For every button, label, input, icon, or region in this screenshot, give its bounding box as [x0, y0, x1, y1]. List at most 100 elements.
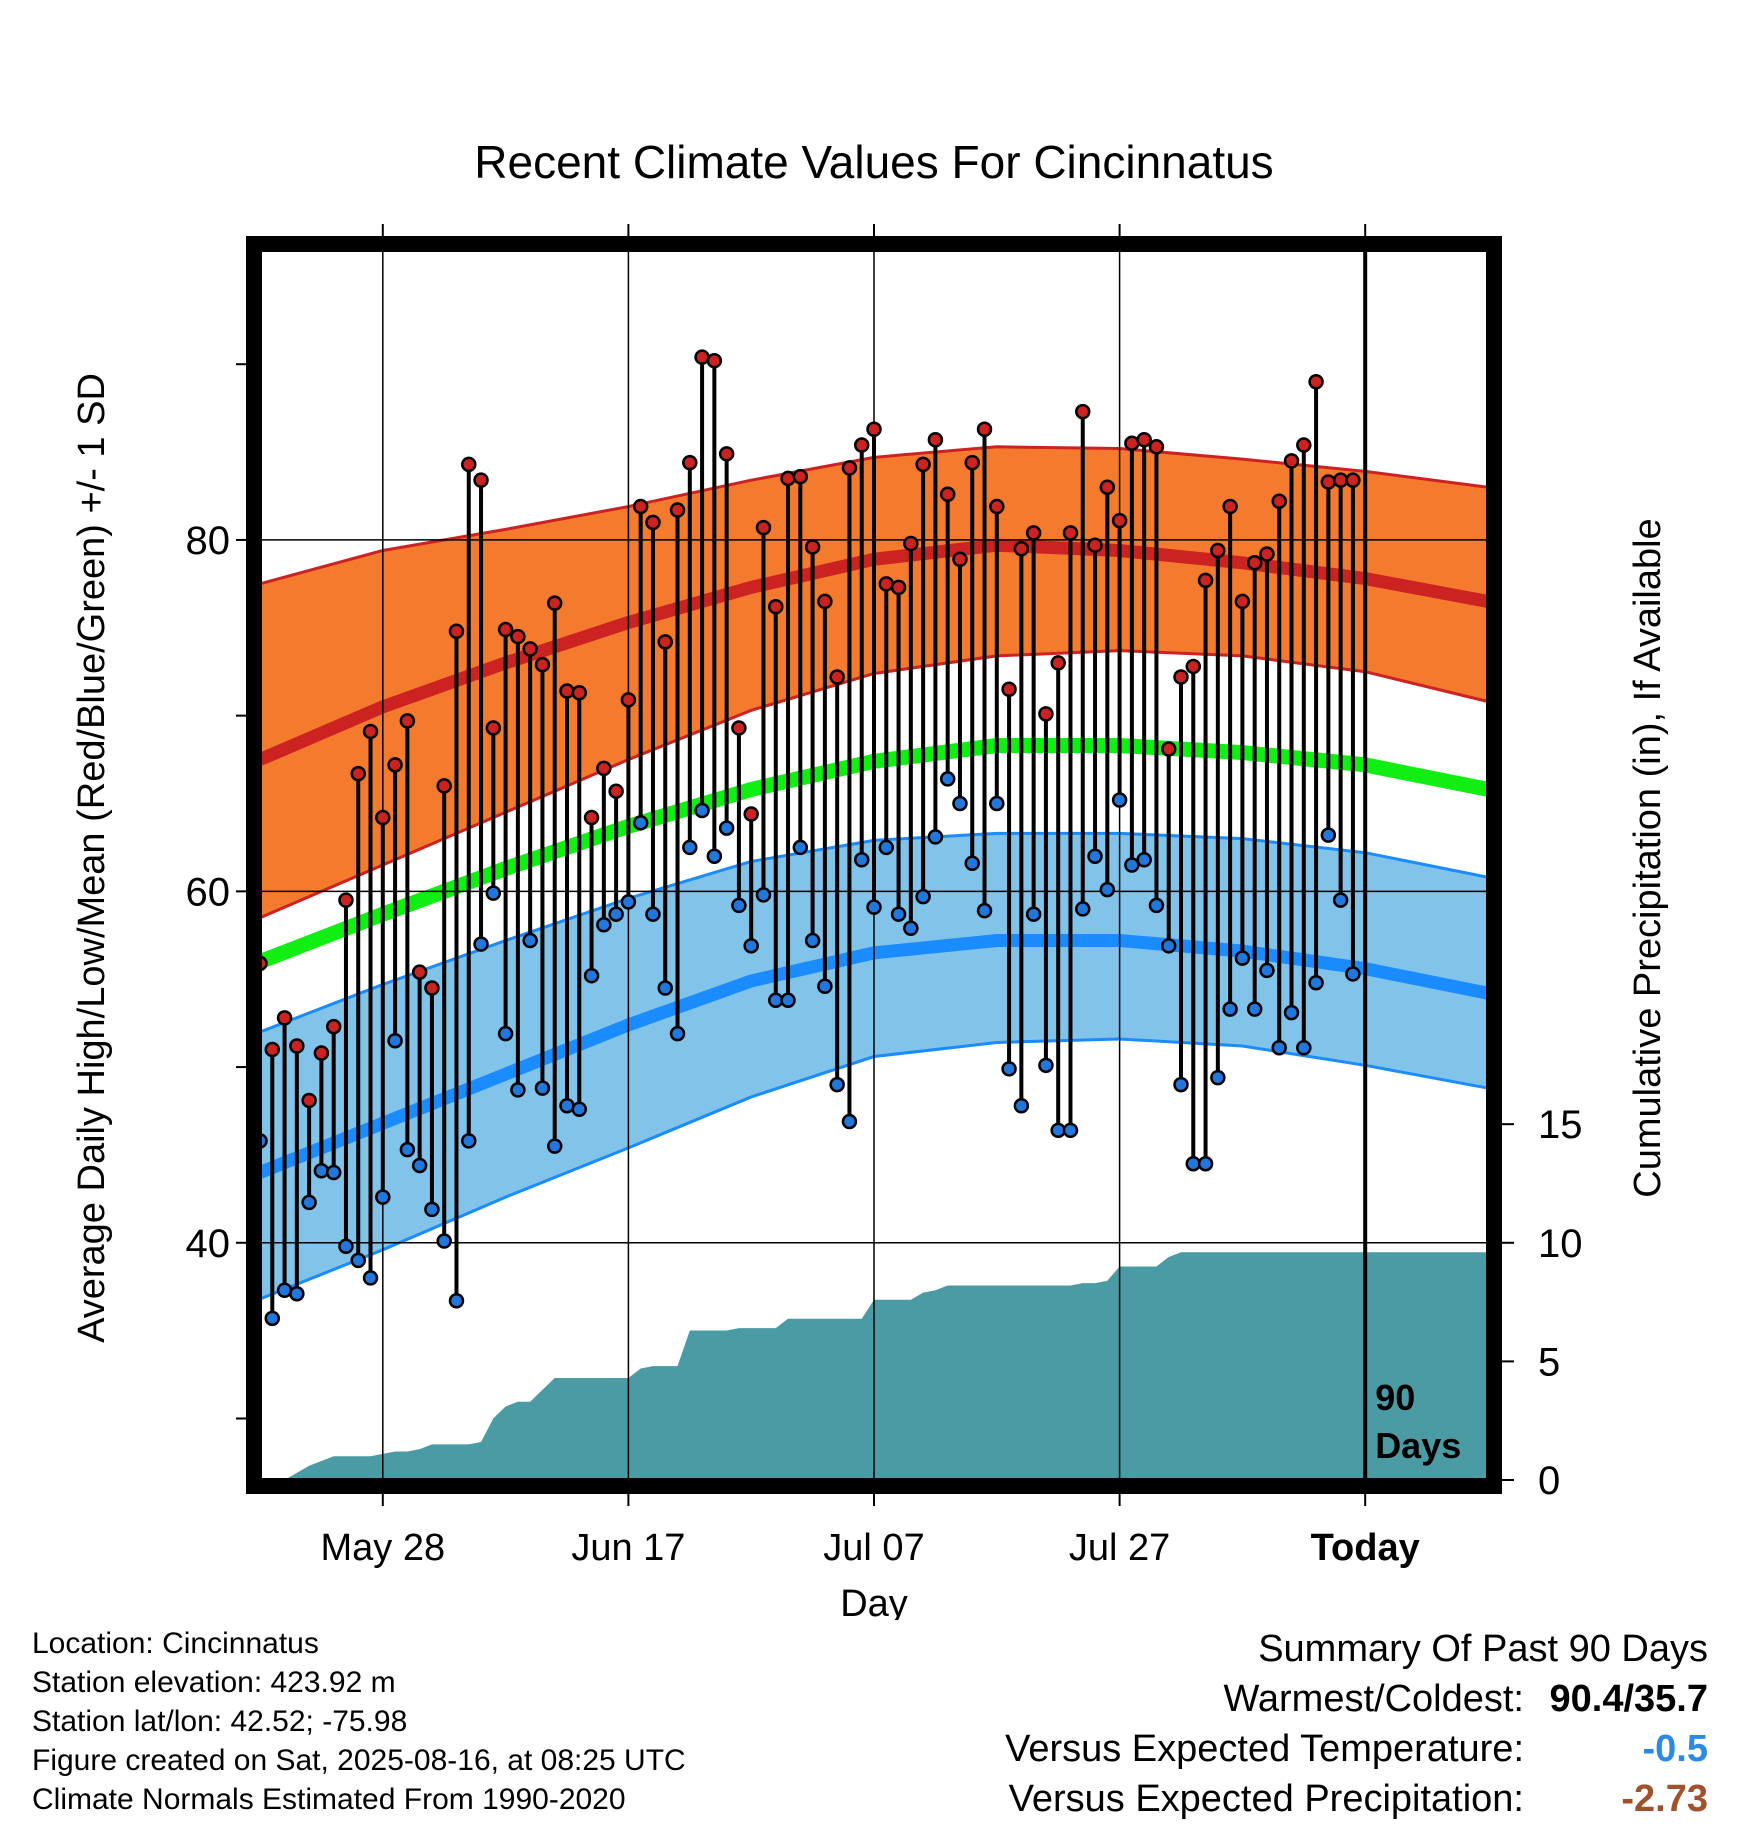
low-point [399, 1141, 416, 1158]
high-point [1087, 537, 1103, 553]
summary-heading: Summary Of Past 90 Days [1258, 1628, 1708, 1670]
y-axis-label: Average Daily High/Low/Mean (Red/Blue/Gr… [71, 373, 113, 1343]
low-point [583, 967, 600, 984]
low-point [743, 938, 759, 954]
low-point [890, 906, 907, 922]
chart-title: Recent Climate Values For Cincinnatus [474, 136, 1273, 188]
high-point [1283, 453, 1300, 469]
high-point [682, 454, 698, 471]
high-point [768, 598, 784, 615]
high-point [362, 723, 379, 740]
high-point [976, 421, 993, 437]
low-point [1111, 792, 1128, 808]
low-point [1246, 1001, 1263, 1017]
low-point [387, 1032, 403, 1049]
high-point [1259, 546, 1275, 562]
high-point [866, 421, 882, 437]
high-point [632, 498, 649, 515]
low-point [952, 795, 968, 812]
x-tick-label: Jun 17 [571, 1527, 685, 1569]
high-point [1038, 706, 1054, 722]
low-point [927, 829, 944, 845]
low-point [559, 1097, 575, 1114]
high-point [645, 514, 661, 531]
latlon-text: Station lat/lon: 42.52; -75.98 [32, 1705, 408, 1738]
low-point [448, 1293, 465, 1309]
high-point [1173, 669, 1189, 685]
high-point [804, 539, 821, 555]
daily-sticks [260, 349, 1361, 1327]
high-point [1210, 542, 1226, 559]
low-point [1148, 897, 1165, 914]
y2-tick-label: 0 [1538, 1459, 1560, 1503]
y2-axis-label: Cumulative Precipitation (in), If Availa… [1627, 518, 1669, 1197]
high-point [448, 623, 465, 640]
high-point [829, 669, 845, 685]
low-point [1283, 1004, 1300, 1021]
high-point [657, 634, 673, 650]
high-point [1320, 474, 1337, 490]
high-point [890, 579, 907, 596]
low-point [1025, 906, 1042, 922]
high-point [1345, 472, 1361, 488]
high-point [473, 472, 489, 488]
low-point [522, 932, 538, 949]
plot-frame [246, 236, 1502, 1494]
high-point [1062, 525, 1079, 541]
low-point [1136, 851, 1152, 868]
low-point [1075, 901, 1091, 917]
low-point [1197, 1155, 1214, 1172]
climate-chart: Recent Climate Values For Cincinnatus 90… [71, 136, 1669, 1620]
low-point [1038, 1057, 1054, 1074]
low-point [1210, 1069, 1226, 1086]
y2-tick-label: 5 [1538, 1340, 1560, 1384]
low-point [473, 936, 489, 952]
low-point [1001, 1061, 1017, 1077]
x-tick-label: May 28 [320, 1527, 445, 1569]
today-marker-line1: 90 [1375, 1377, 1415, 1418]
low-point [510, 1082, 526, 1098]
low-point [706, 848, 723, 864]
low-point [1345, 966, 1361, 982]
low-point [1222, 1001, 1238, 1017]
high-point [731, 720, 747, 736]
high-point [325, 1018, 342, 1035]
created-text: Figure created on Sat, 2025-08-16, at 08… [32, 1744, 686, 1777]
high-point [743, 806, 759, 822]
high-point [755, 519, 772, 536]
summary-warmest-row: Warmest/Coldest: 90.4/35.7 [1005, 1674, 1708, 1724]
summary-temp-row: Versus Expected Temperature: -0.5 [1005, 1724, 1708, 1774]
low-point [350, 1252, 366, 1269]
plot-area: 90 Days 40 60 80 0 5 10 15 May 28 Jun 17 Jul 07 Jul … [186, 224, 1583, 1569]
high-point [276, 1010, 293, 1026]
high-point [1124, 435, 1140, 452]
high-point [1222, 498, 1238, 515]
today-marker-line2: Days [1375, 1425, 1461, 1466]
high-point [1185, 658, 1202, 675]
high-point [436, 778, 452, 794]
low-point [780, 992, 796, 1009]
station-info: Location: Cincinnatus Station elevation:… [32, 1624, 686, 1819]
high-point [939, 486, 956, 502]
precip-vs-expected-value: -2.73 [1621, 1778, 1708, 1820]
high-point [927, 432, 944, 448]
warmest-label: Warmest/Coldest: [1223, 1678, 1524, 1720]
location-text: Location: Cincinnatus [32, 1627, 319, 1660]
low-point [424, 1201, 440, 1218]
low-point [939, 771, 956, 787]
low-point [915, 888, 931, 905]
high-point [620, 692, 637, 708]
low-point [645, 906, 661, 922]
low-point [596, 916, 612, 933]
low-point [853, 851, 870, 868]
high-point [706, 352, 723, 369]
low-point [1173, 1076, 1189, 1093]
low-point [1124, 857, 1140, 873]
low-point [989, 795, 1005, 812]
temp-vs-expected-value: -0.5 [1642, 1728, 1708, 1770]
low-point [608, 906, 624, 922]
high-point [313, 1045, 330, 1061]
low-point [694, 802, 710, 819]
low-point [1296, 1039, 1312, 1056]
high-point [792, 468, 809, 485]
